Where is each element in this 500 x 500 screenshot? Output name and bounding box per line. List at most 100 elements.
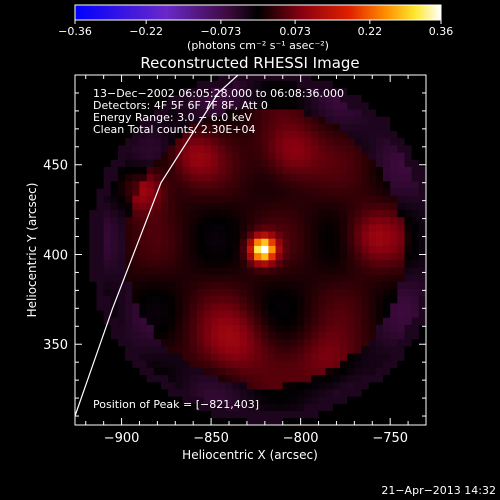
heatmap-cell — [261, 295, 269, 304]
heatmap-cell — [82, 223, 90, 232]
heatmap-cell — [196, 353, 205, 361]
heatmap-cell — [203, 231, 212, 239]
heatmap-cell — [246, 188, 255, 196]
heatmap-cell — [361, 396, 370, 404]
heatmap-cell — [318, 245, 327, 254]
heatmap-cell — [96, 346, 105, 354]
heatmap-cell — [196, 101, 205, 110]
heatmap-cell — [275, 274, 284, 282]
heatmap-cell — [96, 202, 105, 211]
heatmap-cell — [404, 288, 413, 297]
colorbar-swatch — [74, 4, 442, 21]
heatmap-cell — [153, 123, 162, 132]
heatmap-cell — [103, 281, 112, 289]
heatmap-cell — [211, 166, 219, 175]
heatmap-cell — [175, 295, 183, 304]
heatmap-cell — [232, 346, 241, 354]
heatmap-cell — [175, 331, 183, 340]
heatmap-cell — [103, 216, 112, 225]
heatmap-cell — [225, 202, 233, 211]
heatmap-cell — [404, 381, 413, 390]
heatmap-cell — [89, 267, 97, 275]
heatmap-cell — [125, 80, 133, 88]
heatmap-cell — [218, 202, 226, 211]
heatmap-cell — [153, 267, 162, 275]
heatmap-cell — [275, 267, 284, 275]
heatmap-cell — [361, 223, 370, 232]
heatmap-cell — [418, 252, 426, 261]
heatmap-cell — [418, 324, 426, 333]
heatmap-cell — [404, 202, 413, 211]
heatmap-cell — [110, 310, 119, 318]
heatmap-cell — [397, 338, 405, 347]
heatmap-cell — [117, 381, 126, 390]
heatmap-cell — [261, 166, 269, 175]
heatmap-cell — [232, 302, 241, 311]
heatmap-cell — [297, 238, 305, 246]
heatmap-cell — [203, 166, 212, 175]
heatmap-cell — [96, 223, 105, 232]
heatmap-cell — [232, 310, 241, 318]
heatmap-cell — [325, 216, 334, 225]
heatmap-cell — [218, 252, 226, 261]
heatmap-cell — [168, 101, 176, 110]
heatmap-cell — [82, 159, 90, 167]
heatmap-cell — [132, 317, 140, 325]
heatmap-cell — [347, 396, 355, 404]
heatmap-cell — [411, 274, 420, 282]
heatmap-cell — [275, 331, 284, 340]
heatmap-cell — [125, 238, 133, 246]
heatmap-cell — [361, 310, 370, 318]
heatmap-cell — [203, 310, 212, 318]
heatmap-cell — [289, 374, 298, 383]
heatmap-cell — [418, 310, 426, 318]
heatmap-cell — [75, 216, 83, 225]
heatmap-cell — [132, 403, 140, 412]
heatmap-cell — [340, 75, 348, 81]
heatmap-cell — [383, 295, 391, 304]
heatmap-cell — [282, 360, 291, 368]
heatmap-cell — [232, 116, 241, 124]
heatmap-cell — [139, 94, 148, 103]
heatmap-cell — [383, 353, 391, 361]
heatmap-cell — [232, 152, 241, 160]
heatmap-cell — [203, 202, 212, 211]
heatmap-cell — [361, 94, 370, 103]
heatmap-cell — [390, 403, 398, 412]
heatmap-cell — [418, 109, 426, 117]
heatmap-cell — [218, 295, 226, 304]
heatmap-cell — [103, 137, 112, 146]
heatmap-cell — [246, 360, 255, 368]
heatmap-cell — [160, 389, 169, 397]
heatmap-cell — [146, 101, 155, 110]
heatmap-cell — [168, 159, 176, 167]
heatmap-cell — [146, 94, 155, 103]
heatmap-cell — [275, 288, 284, 297]
heatmap-cell — [361, 209, 370, 218]
heatmap-cell — [117, 173, 126, 182]
heatmap-cell — [418, 410, 426, 419]
heatmap-cell — [232, 288, 241, 297]
heatmap-cell — [75, 302, 83, 311]
heatmap-cell — [103, 116, 112, 124]
heatmap-cell — [268, 288, 276, 297]
heatmap-cell — [146, 87, 155, 96]
heatmap-cell — [390, 389, 398, 397]
heatmap-cell — [325, 338, 334, 347]
heatmap-cell — [117, 317, 126, 325]
heatmap-cell — [89, 180, 97, 189]
annotation-block: 13−Dec−2002 06:05:28.000 to 06:08:36.000… — [93, 87, 344, 136]
heatmap-cell — [411, 75, 420, 81]
heatmap-cell — [275, 87, 284, 96]
heatmap-cell — [332, 87, 341, 96]
heatmap-cell — [375, 403, 384, 412]
heatmap-cell — [89, 75, 97, 81]
heatmap-cell — [103, 173, 112, 182]
heatmap-cell — [404, 281, 413, 289]
heatmap-cell — [297, 223, 305, 232]
heatmap-cell — [146, 310, 155, 318]
heatmap-cell — [261, 109, 269, 117]
heatmap-cell — [347, 410, 355, 419]
heatmap-cell — [282, 310, 291, 318]
heatmap-cell — [297, 403, 305, 412]
